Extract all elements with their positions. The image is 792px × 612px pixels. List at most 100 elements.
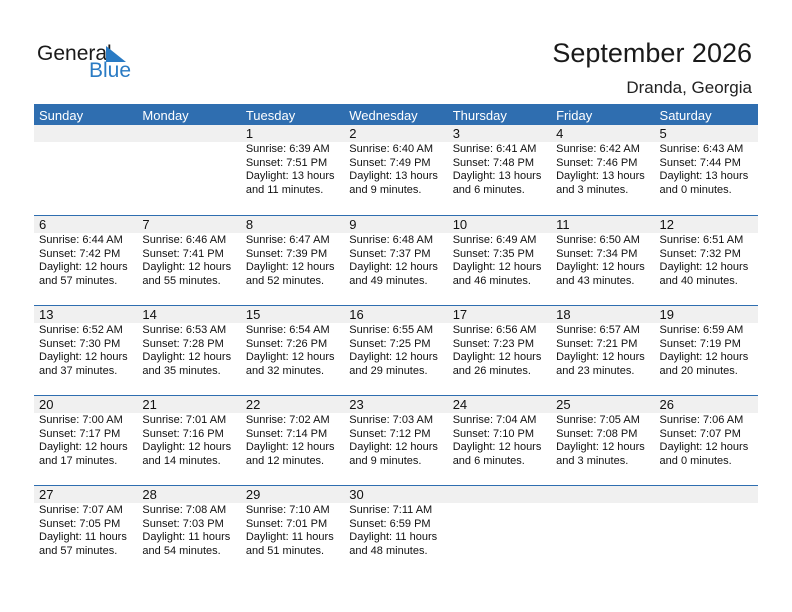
daylight-text: Daylight: 13 hours	[659, 170, 749, 182]
daylight-text: Daylight: 11 hours	[142, 531, 231, 543]
page-title: September 2026	[552, 38, 752, 68]
week-row: 13 Sunrise: 6:52 AM Sunset: 7:30 PM Dayligh…	[34, 305, 758, 395]
daylight-text: and 51 minutes.	[245, 544, 325, 557]
day-number: 18	[551, 306, 655, 323]
daylight-text: Daylight: 12 hours	[452, 441, 542, 453]
daylight-text: Daylight: 12 hours	[556, 441, 645, 453]
sunrise-text: Sunrise: 6:59 AM	[659, 324, 744, 336]
day-info: Sunrise: 6:51 AM Sunset: 7:32 PM Daylight:…	[655, 233, 758, 288]
day-cell: 11 Sunrise: 6:50 AM Sunset: 7:34 PM Dayligh…	[551, 216, 655, 305]
empty-cell	[654, 486, 758, 575]
logo-text-blue: Blue	[89, 59, 132, 82]
day-cell: 6 Sunrise: 6:44 AM Sunset: 7:42 PM Daylight…	[34, 216, 138, 305]
empty-cell	[34, 125, 138, 215]
day-number: 12	[654, 216, 758, 233]
daylight-text: and 46 minutes.	[452, 274, 531, 287]
day-info: Sunrise: 7:03 AM Sunset: 7:12 PM Daylight:…	[344, 413, 447, 468]
day-number: 13	[34, 306, 138, 323]
day-cell: 27 Sunrise: 7:07 AM Sunset: 7:05 PM Dayligh…	[34, 486, 138, 575]
daylight-text: and 12 minutes.	[245, 454, 325, 467]
empty-cell	[447, 486, 552, 575]
day-number: 30	[344, 486, 448, 503]
daylight-text: Daylight: 12 hours	[659, 441, 749, 453]
weekday-monday: Monday	[142, 108, 189, 123]
daylight-text: Daylight: 13 hours	[556, 170, 645, 182]
sunset-text: Sunset: 7:19 PM	[659, 337, 741, 350]
daylight-text: and 48 minutes.	[349, 544, 428, 557]
daylight-text: and 9 minutes.	[349, 183, 422, 196]
daylight-text: Daylight: 12 hours	[349, 441, 438, 453]
day-info: Sunrise: 6:55 AM Sunset: 7:25 PM Daylight:…	[344, 323, 447, 378]
day-info: Sunrise: 7:05 AM Sunset: 7:08 PM Daylight:…	[551, 413, 654, 468]
day-info: Sunrise: 6:49 AM Sunset: 7:35 PM Daylight:…	[448, 233, 551, 288]
daylight-text: and 49 minutes.	[349, 274, 428, 287]
sunrise-text: Sunrise: 6:39 AM	[245, 143, 330, 155]
weekday-tuesday: Tuesday	[245, 108, 296, 123]
sunset-text: Sunset: 7:12 PM	[349, 427, 431, 440]
day-cell: 22 Sunrise: 7:02 AM Sunset: 7:14 PM Dayligh…	[240, 396, 345, 485]
day-info: Sunrise: 6:44 AM Sunset: 7:42 PM Daylight:…	[34, 233, 137, 288]
daylight-text: Daylight: 12 hours	[452, 261, 542, 273]
daylight-text: Daylight: 12 hours	[349, 261, 438, 273]
sunrise-text: Sunrise: 6:46 AM	[142, 234, 227, 246]
day-info: Sunrise: 7:00 AM Sunset: 7:17 PM Daylight:…	[34, 413, 137, 468]
daylight-text: Daylight: 12 hours	[142, 441, 232, 453]
day-number: 2	[344, 125, 448, 142]
weekday-friday: Friday	[556, 108, 593, 123]
location: Dranda, Georgia	[626, 78, 752, 97]
weekday-header: Sunday Monday Tuesday Wednesday Thursday Frid…	[34, 104, 758, 125]
day-cell: 29 Sunrise: 7:10 AM Sunset: 7:01 PM Dayligh…	[240, 486, 345, 575]
daylight-text: and 23 minutes.	[556, 364, 635, 377]
day-cell: 2 Sunrise: 6:40 AM Sunset: 7:49 PM Daylight…	[344, 125, 448, 215]
sunset-text: Sunset: 7:07 PM	[659, 427, 741, 440]
day-number	[551, 486, 655, 503]
daylight-text: and 32 minutes.	[245, 364, 325, 377]
week-row: 6 Sunrise: 6:44 AM Sunset: 7:42 PM Daylight…	[34, 215, 758, 305]
daylight-text: and 29 minutes.	[349, 364, 428, 377]
daylight-text: and 3 minutes.	[556, 454, 629, 467]
sunset-text: Sunset: 7:48 PM	[452, 156, 535, 169]
day-number: 17	[447, 306, 552, 323]
sunset-text: Sunset: 7:17 PM	[39, 427, 121, 440]
sunrise-text: Sunrise: 6:54 AM	[245, 324, 330, 336]
daylight-text: and 0 minutes.	[659, 183, 732, 196]
day-number: 24	[447, 396, 552, 413]
sunrise-text: Sunrise: 6:51 AM	[659, 234, 744, 246]
daylight-text: Daylight: 13 hours	[349, 170, 438, 182]
sunset-text: Sunset: 7:14 PM	[245, 427, 328, 440]
daylight-text: and 3 minutes.	[556, 183, 629, 196]
daylight-text: and 37 minutes.	[39, 364, 118, 377]
logo-text-general: General	[37, 42, 112, 65]
daylight-text: Daylight: 12 hours	[659, 351, 749, 363]
sunset-text: Sunset: 7:01 PM	[245, 517, 328, 530]
sunset-text: Sunset: 7:03 PM	[142, 517, 224, 530]
day-number: 22	[240, 396, 345, 413]
calendar: Sunday Monday Tuesday Wednesday Thursday Frid…	[34, 104, 758, 575]
daylight-text: Daylight: 12 hours	[39, 261, 128, 273]
day-cell: 21 Sunrise: 7:01 AM Sunset: 7:16 PM Dayligh…	[137, 396, 241, 485]
daylight-text: Daylight: 12 hours	[556, 261, 645, 273]
day-info: Sunrise: 6:59 AM Sunset: 7:19 PM Daylight:…	[655, 323, 758, 378]
day-cell: 25 Sunrise: 7:05 AM Sunset: 7:08 PM Dayligh…	[551, 396, 655, 485]
daylight-text: and 9 minutes.	[349, 454, 422, 467]
empty-cell	[137, 125, 241, 215]
sunrise-text: Sunrise: 6:55 AM	[349, 324, 434, 336]
sunrise-text: Sunrise: 6:42 AM	[556, 143, 640, 155]
sunset-text: Sunset: 7:39 PM	[245, 247, 328, 260]
day-cell: 4 Sunrise: 6:42 AM Sunset: 7:46 PM Daylight…	[551, 125, 655, 215]
day-number: 23	[344, 396, 448, 413]
sunrise-text: Sunrise: 6:52 AM	[39, 324, 123, 336]
sunrise-text: Sunrise: 6:40 AM	[349, 143, 434, 155]
daylight-text: and 14 minutes.	[142, 454, 221, 467]
daylight-text: and 6 minutes.	[452, 183, 525, 196]
sunset-text: Sunset: 7:16 PM	[142, 427, 224, 440]
daylight-text: and 57 minutes.	[39, 274, 118, 287]
day-cell: 19 Sunrise: 6:59 AM Sunset: 7:19 PM Dayligh…	[654, 306, 758, 395]
day-number: 27	[34, 486, 138, 503]
daylight-text: and 20 minutes.	[659, 364, 738, 377]
sunset-text: Sunset: 7:10 PM	[452, 427, 535, 440]
day-number: 7	[137, 216, 241, 233]
day-info: Sunrise: 7:10 AM Sunset: 7:01 PM Daylight:…	[241, 503, 344, 558]
day-number: 1	[240, 125, 345, 142]
day-cell: 17 Sunrise: 6:56 AM Sunset: 7:23 PM Dayligh…	[447, 306, 552, 395]
